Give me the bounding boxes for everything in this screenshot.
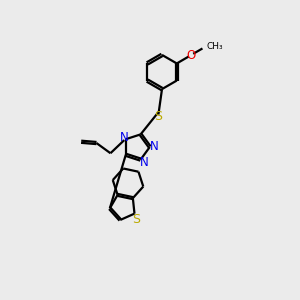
Text: CH₃: CH₃ bbox=[206, 42, 223, 51]
Text: S: S bbox=[132, 212, 140, 226]
Text: N: N bbox=[150, 140, 158, 154]
Text: S: S bbox=[154, 110, 162, 123]
Text: N: N bbox=[120, 131, 128, 144]
Text: O: O bbox=[186, 49, 195, 62]
Text: N: N bbox=[140, 155, 148, 169]
